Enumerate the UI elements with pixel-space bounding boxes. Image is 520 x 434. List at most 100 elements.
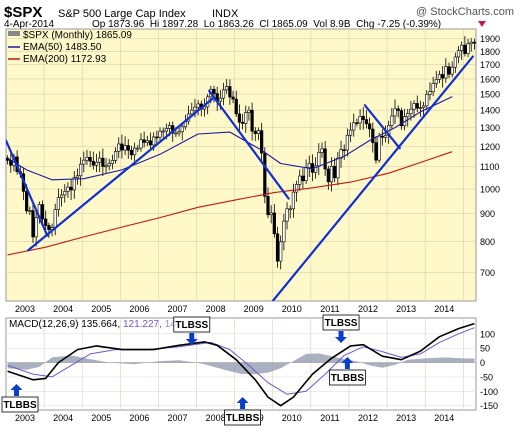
price-panel — [5, 28, 477, 302]
price-candle-up — [63, 191, 67, 196]
arrow-up-icon — [236, 397, 249, 403]
price-candle-down — [368, 123, 372, 130]
price-candle-up — [202, 106, 207, 110]
legend-ema200: EMA(200) 1172.93 — [23, 54, 107, 65]
price-x-tick-label: 2008 — [206, 304, 226, 314]
macd-x-tick-label: 2003 — [15, 413, 35, 423]
price-candle-down — [44, 218, 48, 226]
price-candle-up — [161, 130, 165, 133]
price-candle-up — [279, 241, 283, 262]
price-x-tick-label: 2006 — [129, 304, 149, 314]
price-candle-up — [336, 157, 340, 179]
price-candle-down — [263, 152, 267, 197]
price-candle-down — [47, 225, 51, 230]
macd-legend: MACD(12,26,9) 135.664, 121.227, 14.437 — [9, 319, 196, 330]
price-candle-up — [288, 208, 292, 211]
price-x-tick-label: 2012 — [358, 304, 378, 314]
watermark: @ StockCharts.com — [416, 6, 514, 18]
callout-tlbbs: TLBBS — [224, 397, 261, 426]
price-candle-down — [361, 116, 365, 120]
callout-box — [173, 316, 211, 333]
quote-ohlc: Op 1873.96 Hi 1897.28 Lo 1863.26 Cl 1865… — [92, 19, 441, 30]
price-candle-up — [221, 89, 226, 99]
price-candle-up — [294, 184, 299, 193]
macd-x-axis: 2003200420052006200720082009201020112012… — [15, 413, 454, 423]
price-candle-up — [180, 126, 184, 133]
price-candle-up — [453, 56, 457, 68]
arrow-shaft — [338, 331, 344, 337]
price-y-tick-label: 800 — [480, 237, 495, 247]
price-candle-up — [104, 165, 108, 168]
macd-x-tick-label: 2011 — [320, 413, 339, 423]
price-candle-down — [326, 168, 330, 183]
callout-box — [322, 314, 360, 331]
callout-tlbbs: TLBBS — [1, 384, 39, 413]
info-triangle-icon[interactable] — [478, 21, 486, 27]
macd-line — [7, 322, 475, 407]
callout-label: TLBSS — [325, 318, 358, 329]
price-y-tick-label: 700 — [480, 268, 495, 278]
trendline — [208, 89, 290, 200]
arrow-shaft — [189, 333, 195, 339]
price-candle-up — [123, 145, 127, 151]
price-legend: $SPX (Monthly) 1865.09 EMA(50) 1483.50 E… — [8, 30, 132, 65]
price-y-tick-label: 900 — [480, 209, 495, 219]
price-candle-down — [333, 165, 337, 179]
macd-legend-signal: 121.227 — [123, 319, 160, 330]
price-candle-down — [275, 233, 280, 262]
callout-box — [1, 396, 39, 413]
ema200-line — [7, 151, 453, 256]
arrow-up-icon — [10, 384, 23, 390]
macd-plot — [6, 322, 476, 407]
price-candle-up — [164, 128, 168, 132]
price-candle-up — [422, 105, 426, 108]
price-candle-down — [25, 191, 29, 212]
price-candle-up — [285, 208, 289, 222]
callout-box — [224, 409, 261, 426]
price-candle-up — [177, 131, 181, 134]
price-candle-down — [266, 196, 270, 216]
price-candle-up — [269, 212, 273, 216]
macd-y-tick-label: 100 — [480, 329, 495, 339]
callout-label: TLBBS — [331, 373, 365, 384]
price-candle-up — [145, 140, 149, 143]
price-candle-down — [272, 212, 276, 235]
price-candle-up — [317, 152, 321, 167]
macd-y-tick-label: -50 — [480, 372, 493, 382]
callout-label: TLBBS — [226, 413, 260, 424]
price-candle-up — [190, 109, 194, 115]
price-candle-down — [472, 41, 476, 44]
price-candle-up — [136, 147, 140, 150]
macd-x-tick-label: 2008 — [206, 413, 226, 423]
price-candle-down — [260, 130, 264, 154]
price-plot — [6, 36, 476, 301]
price-candle-up — [139, 139, 143, 149]
price-x-axis: 2003 2004 2005 2006 2007 2008 2009 2010 2011 2012… — [15, 304, 454, 314]
price-candle-down — [148, 140, 153, 146]
price-x-tick-label: 2003 — [15, 304, 35, 314]
price-candle-up — [247, 109, 251, 113]
price-candle-down — [342, 149, 346, 151]
trendline — [271, 55, 474, 301]
price-candle-up — [412, 103, 416, 110]
price-candle-up — [431, 83, 435, 93]
price-candle-up — [352, 122, 356, 131]
price-candle-up — [56, 197, 60, 210]
price-candle-down — [129, 149, 134, 156]
macd-x-tick-label: 2005 — [91, 413, 111, 423]
price-x-tick-label: 2007 — [167, 304, 187, 314]
arrow-up-icon — [341, 357, 354, 363]
price-candle-up — [282, 220, 286, 243]
price-candle-up — [152, 136, 156, 146]
price-candle-up — [406, 113, 410, 117]
price-candle-down — [253, 130, 257, 134]
price-candle-up — [418, 107, 423, 109]
price-candle-up — [193, 106, 197, 111]
price-candle-up — [113, 151, 118, 161]
price-x-tick-label: 2009 — [244, 304, 264, 314]
price-candle-down — [374, 142, 378, 161]
price-candle-up — [304, 167, 308, 182]
price-candle-up — [34, 217, 38, 238]
symbol: $SPX — [4, 4, 42, 21]
